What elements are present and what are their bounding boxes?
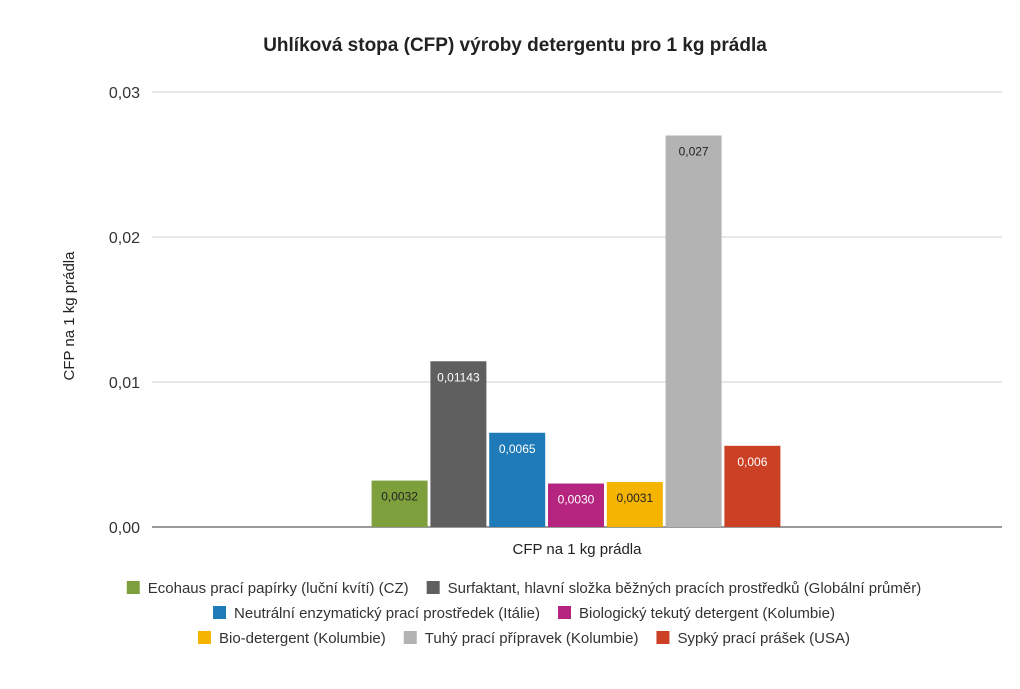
y-tick-label: 0,01 bbox=[109, 375, 140, 392]
bar bbox=[665, 135, 722, 527]
legend-swatch bbox=[126, 581, 140, 594]
x-axis-category-label: CFP na 1 kg prádla bbox=[513, 541, 643, 558]
bar bbox=[724, 445, 781, 527]
data-label: 0,027 bbox=[679, 145, 709, 159]
bar bbox=[371, 480, 428, 527]
chart-title: Uhlíková stopa (CFP) výroby detergentu p… bbox=[263, 35, 767, 56]
data-label: 0,0065 bbox=[499, 442, 536, 456]
y-axis-title: CFP na 1 kg prádla bbox=[61, 251, 78, 381]
data-labels: 0,0032 0,01143 0,0065 0,0030 0,0031 0,027 0,00… bbox=[381, 145, 767, 507]
bar bbox=[548, 483, 604, 527]
bar bbox=[430, 361, 487, 527]
bar bbox=[489, 432, 546, 527]
legend-entry: Sypký prací prášek (USA) bbox=[677, 630, 850, 647]
legend-entry: Ecohaus prací papírky (luční kvítí) (CZ) bbox=[148, 580, 409, 597]
legend-entry: Biologický tekutý detergent (Kolumbie) bbox=[579, 605, 835, 622]
gridlines bbox=[152, 91, 1002, 528]
y-tick-label: 0,02 bbox=[109, 230, 140, 247]
legend-entry: Bio-detergent (Kolumbie) bbox=[219, 630, 386, 647]
y-axis-ticks: 0,00 0,01 0,02 0,03 bbox=[109, 85, 140, 537]
legend-entry: Neutrální enzymatický prací prostředek (… bbox=[234, 605, 540, 622]
data-label: 0,0032 bbox=[381, 490, 418, 504]
legend-entry: Tuhý prací přípravek (Kolumbie) bbox=[425, 630, 639, 647]
legend-swatch bbox=[213, 606, 227, 619]
data-label: 0,0030 bbox=[558, 493, 595, 507]
data-label: 0,006 bbox=[737, 455, 767, 469]
legend-entry: Surfaktant, hlavní složka běžných pracíc… bbox=[448, 580, 922, 597]
bar bbox=[606, 482, 663, 527]
y-tick-label: 0,00 bbox=[109, 520, 140, 537]
data-label: 0,0031 bbox=[616, 491, 653, 505]
y-tick-label: 0,03 bbox=[109, 85, 140, 102]
legend: Ecohaus prací papírky (luční kvítí) (CZ)… bbox=[126, 580, 922, 647]
legend-swatch bbox=[197, 631, 211, 644]
legend-swatch bbox=[557, 606, 571, 619]
legend-swatch bbox=[656, 631, 670, 644]
legend-swatch bbox=[426, 581, 440, 594]
legend-swatch bbox=[403, 631, 417, 644]
bars bbox=[371, 135, 781, 527]
data-label: 0,01143 bbox=[437, 370, 480, 384]
